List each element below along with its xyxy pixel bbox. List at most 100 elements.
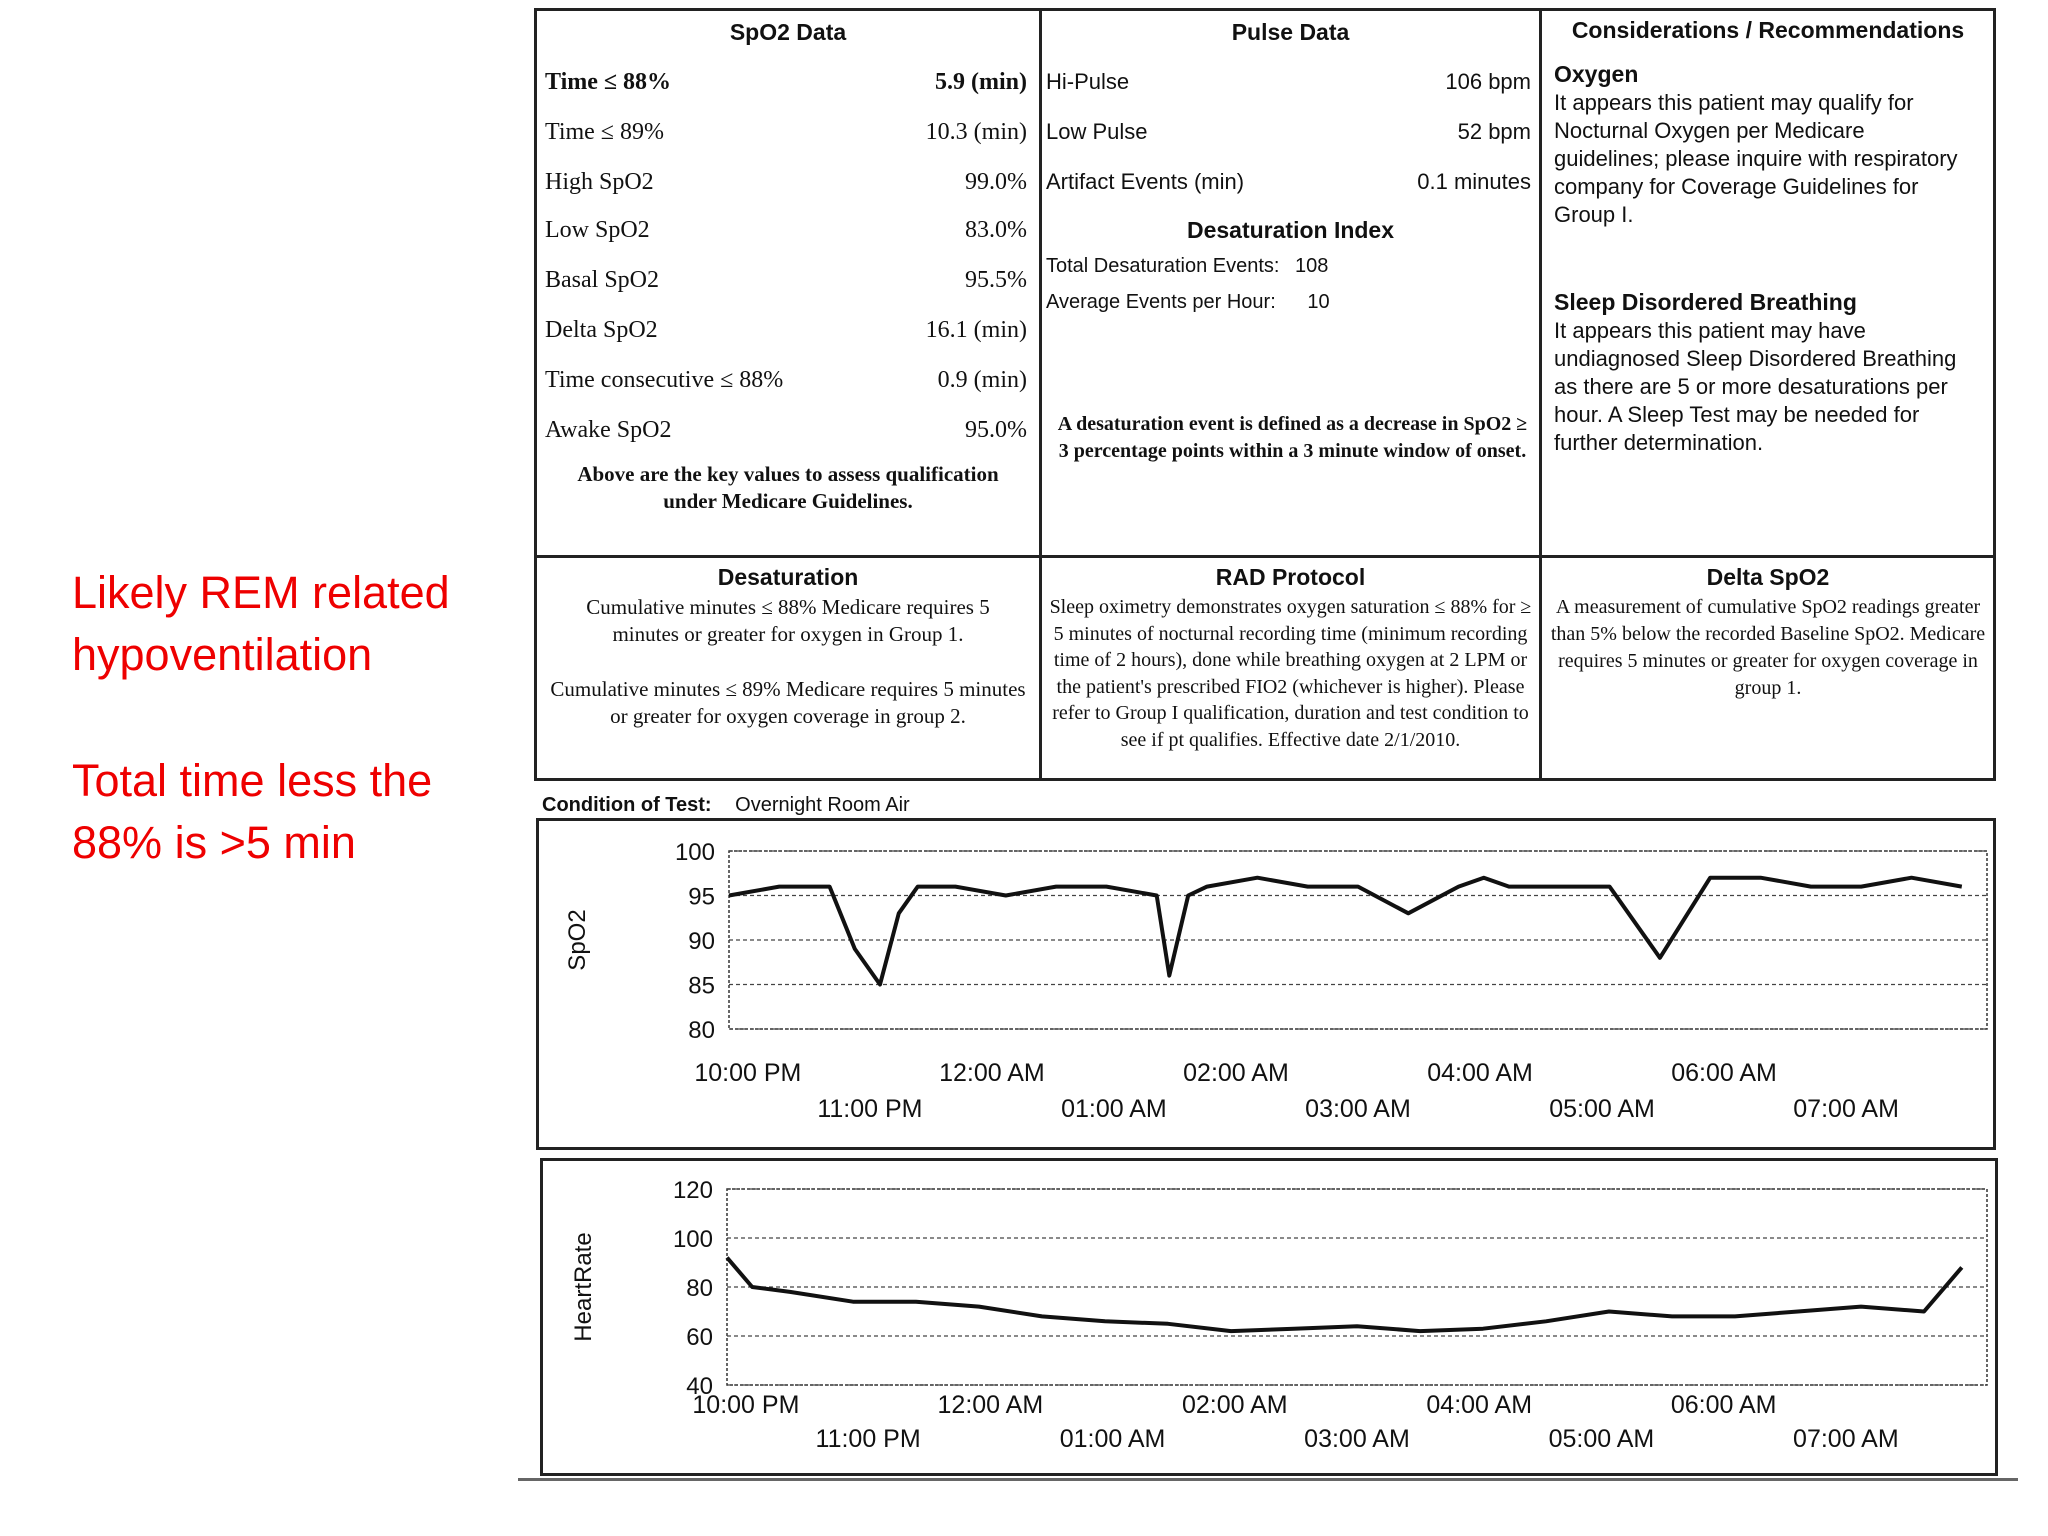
spo2-chart: 100 95 90 85 80 SpO2 10:00 PM 12:00 AM 02:00 AM 0… [564, 839, 1988, 1123]
oximetry-report: SpO2 Data Time ≤ 88% 5.9 (min) Time ≤ 89%… [528, 8, 2012, 1476]
side-note-1: Likely REM related [72, 567, 450, 618]
x-tick-label: 01:00 AM [1060, 1425, 1166, 1453]
y-tick-label: 40 [686, 1373, 713, 1400]
x-tick-label: 03:00 AM [1304, 1425, 1410, 1453]
y-tick-label: 120 [673, 1177, 713, 1204]
spo2-chart-panel: 100 95 90 85 80 SpO2 10:00 PM 12:00 AM 02:00 AM 0… [536, 818, 1996, 1150]
x-tick-label: 02:00 AM [1183, 1059, 1289, 1087]
x-tick-label: 07:00 AM [1793, 1095, 1899, 1123]
oxygen-title: Oxygen [1554, 61, 1639, 87]
spo2-row-label: Low SpO2 [545, 217, 650, 243]
bottom-rule [518, 1478, 2018, 1481]
total-desat-label: Total Desaturation Events: [1046, 255, 1280, 277]
spo2-row: Delta SpO2 16.1 (min) [545, 317, 1027, 344]
avg-events-label: Average Events per Hour: [1046, 291, 1276, 313]
spo2-row-value: 99.0% [965, 169, 1027, 195]
spo2-data-panel: SpO2 Data Time ≤ 88% 5.9 (min) Time ≤ 89%… [537, 11, 1039, 555]
x-tick-label: 12:00 AM [939, 1059, 1045, 1087]
sdb-text: It appears this patient may have undiagn… [1554, 318, 1957, 455]
side-note-4: 88% is >5 min [72, 817, 356, 868]
oxygen-text: It appears this patient may qualify for … [1554, 90, 1958, 227]
x-tick-label: 05:00 AM [1549, 1095, 1655, 1123]
pulse-row-value: 0.1 minutes [1417, 169, 1531, 194]
heartrate-chart: 120 100 80 60 40 HeartRate 10:00 PM 12:00 AM 02:… [570, 1177, 1988, 1453]
spo2-row-value: 5.9 (min) [935, 69, 1027, 95]
spo2-data-footer: Above are the key values to assess quali… [577, 462, 999, 513]
pulse-row: Hi-Pulse 106 bpm [1046, 69, 1531, 95]
desaturation-index-title: Desaturation Index [1186, 217, 1395, 243]
x-tick-label: 11:00 PM [817, 1095, 922, 1123]
x-tick-label: 07:00 AM [1793, 1425, 1899, 1453]
delta-spo2-panel: Delta SpO2 A measurement of cumulative S… [1542, 558, 1994, 778]
x-tick-label: 03:00 AM [1305, 1095, 1411, 1123]
total-desat-value: 108 [1295, 255, 1329, 277]
x-tick-label: 06:00 AM [1671, 1391, 1777, 1419]
condition-value: Overnight Room Air [735, 794, 910, 816]
series-line [728, 875, 1963, 987]
y-axis-label: SpO2 [564, 909, 591, 970]
y-tick-label: 80 [688, 1017, 715, 1044]
spo2-row-label: Delta SpO2 [545, 317, 658, 343]
spo2-row-value: 10.3 (min) [925, 119, 1027, 145]
condition-of-test: Condition of Test: Overnight Room Air [542, 794, 910, 817]
spo2-row-value: 83.0% [965, 217, 1027, 243]
x-tick-label: 10:00 PM [694, 1059, 801, 1087]
considerations-title: Considerations / Recommendations [1571, 17, 1965, 43]
spo2-row-value: 0.9 (min) [937, 367, 1027, 393]
y-tick-label: 60 [686, 1324, 713, 1351]
heartrate-chart-panel: 120 100 80 60 40 HeartRate 10:00 PM 12:00 AM 02:… [540, 1158, 1998, 1476]
desaturation-panel: Desaturation Cumulative minutes ≤ 88% Me… [537, 558, 1039, 778]
summary-table-top: SpO2 Data Time ≤ 88% 5.9 (min) Time ≤ 89%… [534, 8, 1996, 558]
condition-label: Condition of Test: [542, 794, 712, 816]
spo2-row: High SpO2 99.0% [545, 169, 1027, 196]
pulse-row-label: Artifact Events (min) [1046, 169, 1245, 194]
spo2-row-value: 95.0% [965, 417, 1027, 443]
side-note-2: hypoventilation [72, 629, 373, 680]
sdb-title: Sleep Disordered Breathing [1554, 289, 1857, 315]
x-tick-label: 05:00 AM [1549, 1425, 1655, 1453]
y-tick-label: 100 [673, 1226, 713, 1253]
pulse-data-panel: Pulse Data Hi-Pulse 106 bpm Low Pulse 52 b… [1042, 11, 1539, 555]
delta-spo2-title: Delta SpO2 [1706, 564, 1830, 590]
pulse-row-label: Hi-Pulse [1046, 69, 1130, 94]
y-tick-label: 90 [688, 928, 715, 955]
spo2-row-label: High SpO2 [545, 169, 654, 195]
spo2-row: Basal SpO2 95.5% [545, 267, 1027, 294]
x-tick-label: 06:00 AM [1671, 1059, 1777, 1087]
desaturation-title: Desaturation [717, 564, 859, 590]
spo2-row: Time ≤ 89% 10.3 (min) [545, 119, 1027, 146]
spo2-row-label: Time ≤ 89% [545, 119, 664, 145]
spo2-row: Time ≤ 88% 5.9 (min) [545, 69, 1027, 96]
pulse-data-title: Pulse Data [1231, 19, 1350, 45]
y-tick-label: 95 [688, 884, 715, 911]
spo2-row: Awake SpO2 95.0% [545, 417, 1027, 444]
desaturation-p1: Cumulative minutes ≤ 88% Medicare requir… [586, 595, 990, 646]
spo2-row-label: Time ≤ 88% [545, 69, 672, 95]
y-tick-label: 80 [686, 1275, 713, 1302]
rad-protocol-title: RAD Protocol [1215, 564, 1366, 590]
spo2-data-title: SpO2 Data [729, 19, 847, 45]
pulse-row: Artifact Events (min) 0.1 minutes [1046, 169, 1531, 195]
x-tick-label: 12:00 AM [938, 1391, 1044, 1419]
x-tick-label: 11:00 PM [816, 1425, 921, 1453]
spo2-row: Low SpO2 83.0% [545, 217, 1027, 244]
rad-protocol-text: Sleep oximetry demonstrates oxygen satur… [1049, 596, 1532, 751]
x-tick-label: 02:00 AM [1182, 1391, 1288, 1419]
spo2-row: Time consecutive ≤ 88% 0.9 (min) [545, 367, 1027, 394]
rad-protocol-panel: RAD Protocol Sleep oximetry demonstrates… [1042, 558, 1539, 778]
total-desat-events: Total Desaturation Events: 108 [1046, 255, 1328, 278]
plot-area [728, 850, 1988, 1030]
x-tick-label: 01:00 AM [1061, 1095, 1167, 1123]
pulse-row: Low Pulse 52 bpm [1046, 119, 1531, 145]
considerations-panel: Considerations / Recommendations Oxygen … [1542, 11, 1994, 555]
desaturation-p2: Cumulative minutes ≤ 89% Medicare requir… [550, 677, 1026, 728]
pulse-row-value: 106 bpm [1445, 69, 1531, 94]
side-note-3: Total time less the [72, 755, 433, 806]
spo2-row-label: Basal SpO2 [545, 267, 659, 293]
x-tick-label: 04:00 AM [1427, 1059, 1533, 1087]
y-axis-label: HeartRate [570, 1232, 597, 1341]
delta-spo2-text: A measurement of cumulative SpO2 reading… [1550, 596, 1986, 699]
spo2-row-label: Awake SpO2 [545, 417, 672, 443]
y-tick-label: 85 [688, 973, 715, 1000]
spo2-row-value: 16.1 (min) [925, 317, 1027, 343]
